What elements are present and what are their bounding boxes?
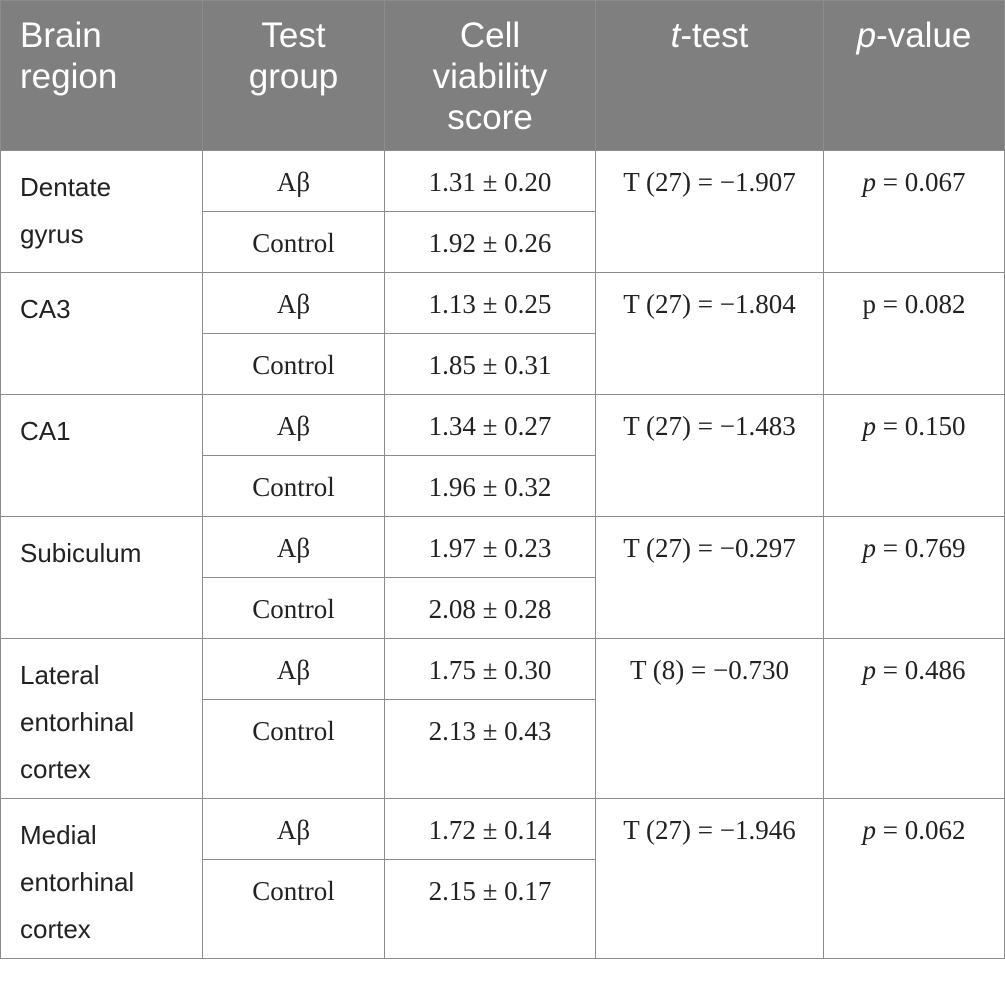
- brain-region-line: Subiculum: [20, 538, 142, 568]
- header-row: Brain region Test group Cell viability s…: [0, 0, 1005, 151]
- header-p-value-italic: p: [856, 16, 877, 55]
- test-group-ab: Aβ: [202, 798, 385, 860]
- t-test-value: T (27) = −1.483: [595, 394, 824, 517]
- cell-viability-ab: 1.97 ± 0.23: [384, 516, 596, 578]
- p-symbol: p: [862, 533, 877, 563]
- table-row-control: Control 1.92 ± 0.26: [1, 211, 1005, 273]
- brain-region-cell: CA3: [0, 272, 203, 395]
- test-group-control: Control: [202, 859, 385, 959]
- cell-viability-ab: 1.34 ± 0.27: [384, 394, 596, 456]
- table-row-ab: Dentate gyrus Aβ 1.31 ± 0.20 T (27) = −1…: [0, 150, 1005, 273]
- table-row-control: Control 1.96 ± 0.32: [1, 455, 1005, 517]
- cell-viability-ab: 1.31 ± 0.20: [384, 150, 596, 212]
- test-group-ab: Aβ: [202, 272, 385, 334]
- brain-region-cell: Medial entorhinal cortex: [0, 798, 203, 959]
- header-t-test-italic: t: [670, 16, 681, 55]
- test-group-control: Control: [202, 455, 385, 517]
- p-value: p = 0.062: [823, 798, 1005, 959]
- cell-viability-ab: 1.13 ± 0.25: [384, 272, 596, 334]
- p-value-number: = 0.082: [876, 289, 966, 319]
- table-row-control: Control 2.15 ± 0.17: [1, 859, 1005, 959]
- table-body: Dentate gyrus Aβ 1.31 ± 0.20 T (27) = −1…: [0, 150, 1005, 959]
- test-group-control: Control: [202, 333, 385, 395]
- cell-viability-ab: 1.75 ± 0.30: [384, 638, 596, 700]
- header-t-test-rest: -test: [680, 16, 749, 55]
- results-table: Brain region Test group Cell viability s…: [0, 0, 1005, 959]
- cell-viability-control: 2.15 ± 0.17: [384, 859, 596, 959]
- brain-region-line: entorhinal: [20, 867, 135, 897]
- table-row-ab: Lateral entorhinal cortex Aβ 1.75 ± 0.30…: [0, 638, 1005, 799]
- brain-region-line: CA1: [20, 416, 71, 446]
- cell-viability-control: 1.85 ± 0.31: [384, 333, 596, 395]
- brain-region-line: cortex: [20, 754, 91, 784]
- p-value: p = 0.150: [823, 394, 1005, 517]
- p-value-number: = 0.769: [876, 533, 966, 563]
- header-brain-region: Brain region: [0, 0, 203, 151]
- brain-region-line: Lateral: [20, 660, 100, 690]
- p-value: p = 0.769: [823, 516, 1005, 639]
- header-p-value-rest: -value: [876, 16, 972, 55]
- header-cell-viability-line: Cell: [459, 16, 521, 55]
- p-value: p = 0.082: [823, 272, 1005, 395]
- table-row-ab: CA1 Aβ 1.34 ± 0.27 T (27) = −1.483 p = 0…: [0, 394, 1005, 517]
- p-value: p = 0.067: [823, 150, 1005, 273]
- header-test-group-line: group: [248, 57, 339, 96]
- t-test-value: T (27) = −1.907: [595, 150, 824, 273]
- brain-region-line: Dentate: [20, 172, 112, 202]
- p-value: p = 0.486: [823, 638, 1005, 799]
- header-cell-viability-line: score: [447, 98, 533, 137]
- test-group-ab: Aβ: [202, 150, 385, 212]
- cell-viability-control: 2.08 ± 0.28: [384, 577, 596, 639]
- t-test-value: T (27) = −1.804: [595, 272, 824, 395]
- brain-region-line: gyrus: [20, 219, 84, 249]
- p-symbol: p: [862, 289, 877, 319]
- header-brain-region-line: Brain: [20, 16, 102, 55]
- test-group-ab: Aβ: [202, 516, 385, 578]
- header-cell-viability: Cell viability score: [384, 0, 596, 151]
- p-value-number: = 0.486: [876, 655, 966, 685]
- p-symbol: p: [862, 655, 877, 685]
- table-row-ab: Medial entorhinal cortex Aβ 1.72 ± 0.14 …: [0, 798, 1005, 959]
- header-test-group: Test group: [202, 0, 385, 151]
- p-value-number: = 0.062: [876, 815, 966, 845]
- cell-viability-control: 2.13 ± 0.43: [384, 699, 596, 799]
- brain-region-line: Medial: [20, 820, 97, 850]
- brain-region-line: entorhinal: [20, 707, 135, 737]
- p-symbol: p: [862, 815, 877, 845]
- t-test-value: T (8) = −0.730: [595, 638, 824, 799]
- table-header: Brain region Test group Cell viability s…: [0, 0, 1005, 151]
- header-p-value: p-value: [823, 0, 1005, 151]
- brain-region-cell: Dentate gyrus: [0, 150, 203, 273]
- brain-region-line: CA3: [20, 294, 71, 324]
- cell-viability-ab: 1.72 ± 0.14: [384, 798, 596, 860]
- test-group-ab: Aβ: [202, 394, 385, 456]
- test-group-control: Control: [202, 211, 385, 273]
- test-group-control: Control: [202, 699, 385, 799]
- p-value-number: = 0.067: [876, 167, 966, 197]
- header-cell-viability-line: viability: [432, 57, 548, 96]
- header-brain-region-line: region: [20, 57, 118, 96]
- cell-viability-control: 1.92 ± 0.26: [384, 211, 596, 273]
- t-test-value: T (27) = −1.946: [595, 798, 824, 959]
- p-value-number: = 0.150: [876, 411, 966, 441]
- test-group-control: Control: [202, 577, 385, 639]
- brain-region-cell: CA1: [0, 394, 203, 517]
- p-symbol: p: [862, 167, 877, 197]
- brain-region-line: cortex: [20, 914, 91, 944]
- header-test-group-line: Test: [261, 16, 326, 55]
- table-row-control: Control 2.13 ± 0.43: [1, 699, 1005, 799]
- p-symbol: p: [862, 411, 877, 441]
- header-t-test: t-test: [595, 0, 824, 151]
- brain-region-cell: Lateral entorhinal cortex: [0, 638, 203, 799]
- t-test-value: T (27) = −0.297: [595, 516, 824, 639]
- table-row-ab: Subiculum Aβ 1.97 ± 0.23 T (27) = −0.297…: [0, 516, 1005, 639]
- test-group-ab: Aβ: [202, 638, 385, 700]
- cell-viability-control: 1.96 ± 0.32: [384, 455, 596, 517]
- table-row-ab: CA3 Aβ 1.13 ± 0.25 T (27) = −1.804 p = 0…: [0, 272, 1005, 395]
- brain-region-cell: Subiculum: [0, 516, 203, 639]
